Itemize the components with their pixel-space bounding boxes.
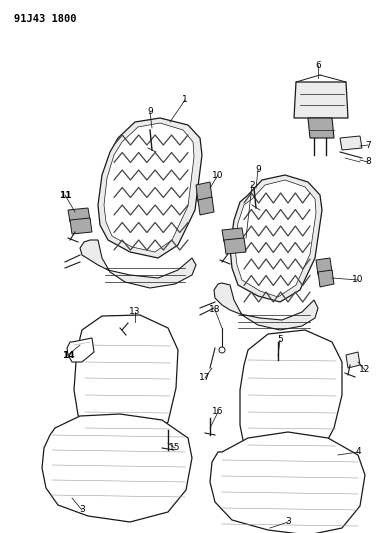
Text: 13: 13	[129, 308, 141, 317]
Polygon shape	[68, 208, 90, 222]
Text: 91J43 1800: 91J43 1800	[14, 14, 76, 24]
Polygon shape	[318, 270, 334, 287]
Text: 9: 9	[147, 108, 153, 117]
Text: 9: 9	[255, 166, 261, 174]
Circle shape	[219, 347, 225, 353]
Polygon shape	[104, 123, 194, 252]
Polygon shape	[74, 315, 178, 442]
Polygon shape	[210, 432, 365, 533]
Text: 10: 10	[212, 171, 224, 180]
Text: 3: 3	[285, 518, 291, 527]
Polygon shape	[196, 182, 212, 202]
Polygon shape	[224, 238, 246, 254]
Text: 6: 6	[315, 61, 321, 69]
Polygon shape	[98, 118, 202, 258]
Polygon shape	[316, 258, 332, 275]
Text: 2: 2	[249, 181, 255, 190]
Polygon shape	[308, 118, 334, 138]
Polygon shape	[214, 283, 318, 330]
Polygon shape	[42, 414, 192, 522]
Polygon shape	[294, 82, 348, 118]
Polygon shape	[80, 240, 196, 288]
Polygon shape	[346, 352, 360, 368]
Polygon shape	[230, 175, 322, 302]
Polygon shape	[222, 228, 244, 242]
Text: 17: 17	[199, 374, 211, 383]
Polygon shape	[235, 180, 316, 297]
Text: 8: 8	[365, 157, 371, 166]
Text: 11: 11	[59, 190, 71, 199]
Polygon shape	[67, 338, 94, 362]
Text: 18: 18	[209, 305, 221, 314]
Text: 14: 14	[62, 351, 74, 359]
Polygon shape	[340, 136, 362, 150]
Text: 5: 5	[277, 335, 283, 344]
Text: 4: 4	[355, 448, 361, 456]
Polygon shape	[240, 330, 342, 472]
Polygon shape	[70, 218, 92, 234]
Text: 15: 15	[169, 443, 181, 453]
Polygon shape	[198, 197, 214, 215]
Text: 1: 1	[182, 95, 188, 104]
Text: 12: 12	[359, 366, 371, 375]
Text: 10: 10	[352, 276, 364, 285]
Text: 16: 16	[212, 408, 224, 416]
Text: 3: 3	[79, 505, 85, 514]
Text: 7: 7	[365, 141, 371, 149]
